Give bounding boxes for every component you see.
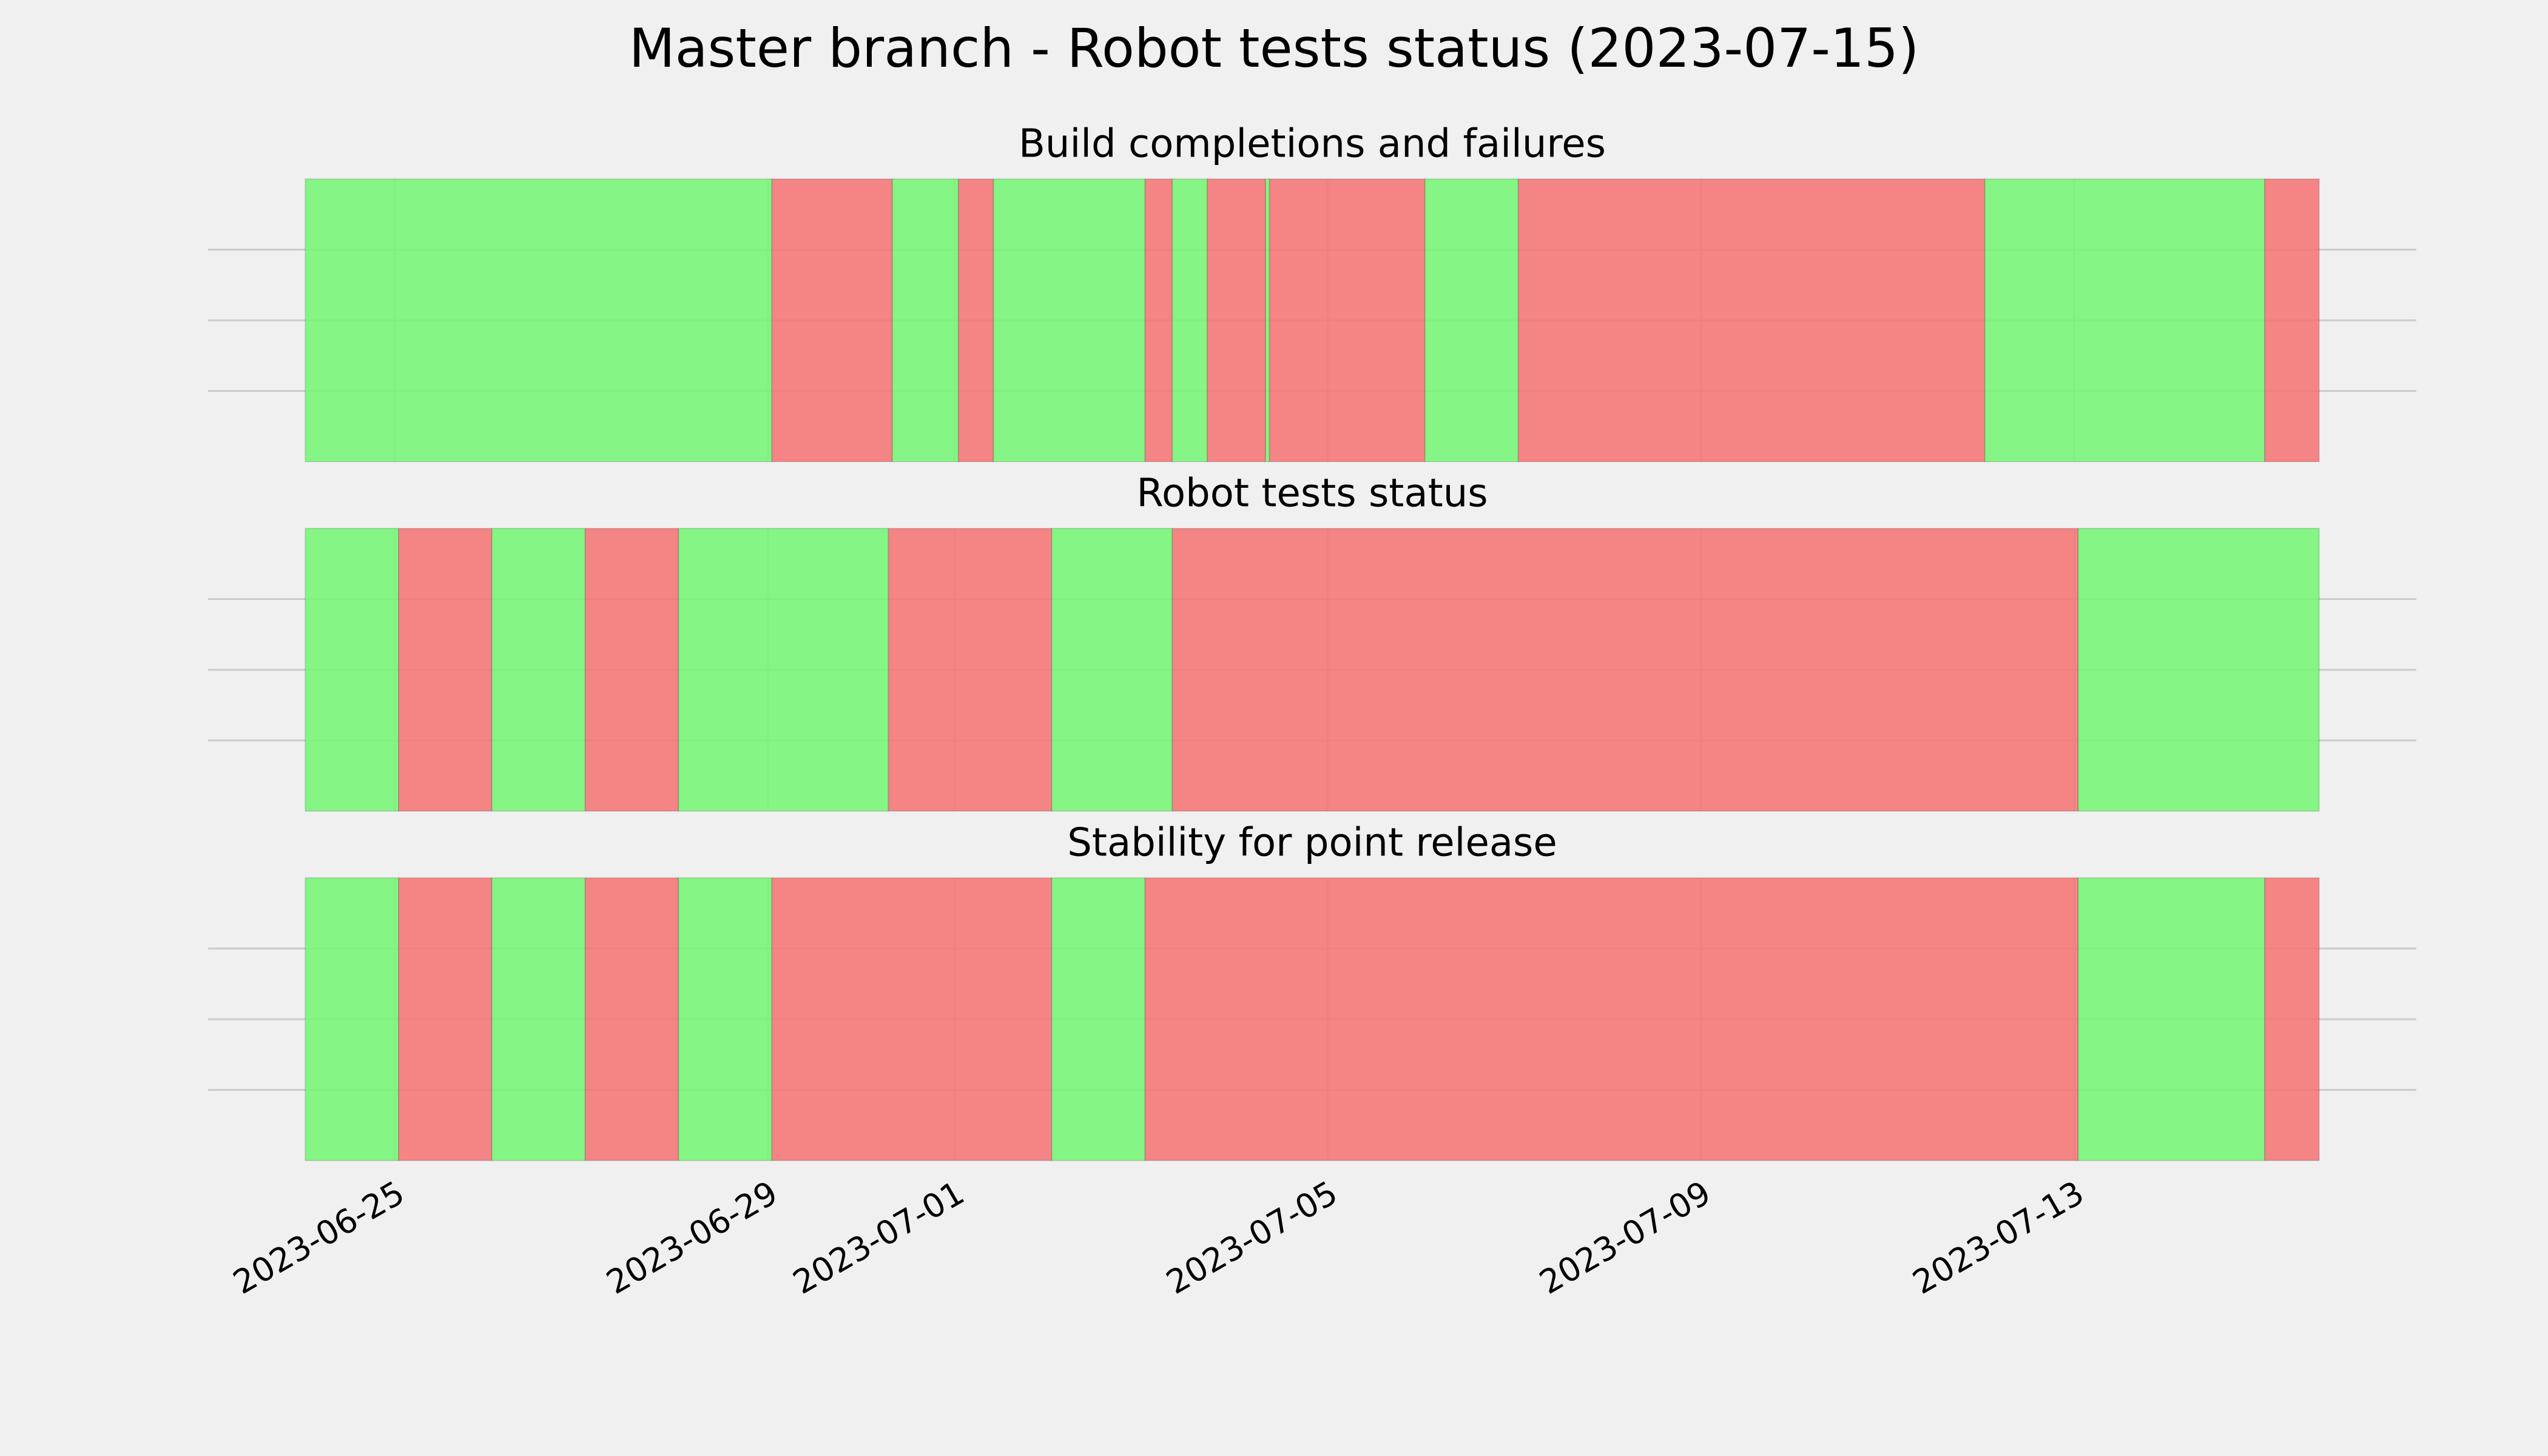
status-span: [1171, 528, 2079, 812]
status-span: [1171, 178, 1208, 462]
status-span: [584, 528, 679, 812]
status-span: [398, 877, 493, 1161]
status-span: [305, 178, 773, 462]
status-span: [1144, 877, 2079, 1161]
status-span: [1984, 178, 2266, 462]
status-span: [491, 528, 586, 812]
status-span: [1144, 178, 1173, 462]
status-span: [1269, 178, 1426, 462]
status-span: [1517, 178, 1986, 462]
status-span: [993, 178, 1146, 462]
status-span: [678, 528, 889, 812]
status-span: [2264, 877, 2320, 1161]
status-span: [1424, 178, 1519, 462]
status-span: [2077, 877, 2266, 1161]
subplot-title: Robot tests status: [1136, 471, 1488, 516]
status-span: [2077, 528, 2320, 812]
status-span: [2264, 178, 2320, 462]
status-span: [957, 178, 994, 462]
subplot-title: Stability for point release: [1067, 821, 1557, 866]
subplot-title: Build completions and failures: [1019, 122, 1606, 167]
status-span: [398, 528, 493, 812]
status-span: [771, 877, 1053, 1161]
status-span: [891, 178, 959, 462]
status-span: [888, 528, 1053, 812]
status-span: [305, 877, 400, 1161]
status-span: [1206, 178, 1267, 462]
status-span: [771, 178, 893, 462]
status-span: [678, 877, 773, 1161]
status-span: [305, 528, 400, 812]
status-span: [1051, 877, 1146, 1161]
status-span: [1051, 528, 1173, 812]
status-span: [584, 877, 679, 1161]
status-span: [491, 877, 586, 1161]
figure-title: Master branch - Robot tests status (2023…: [629, 17, 1919, 79]
